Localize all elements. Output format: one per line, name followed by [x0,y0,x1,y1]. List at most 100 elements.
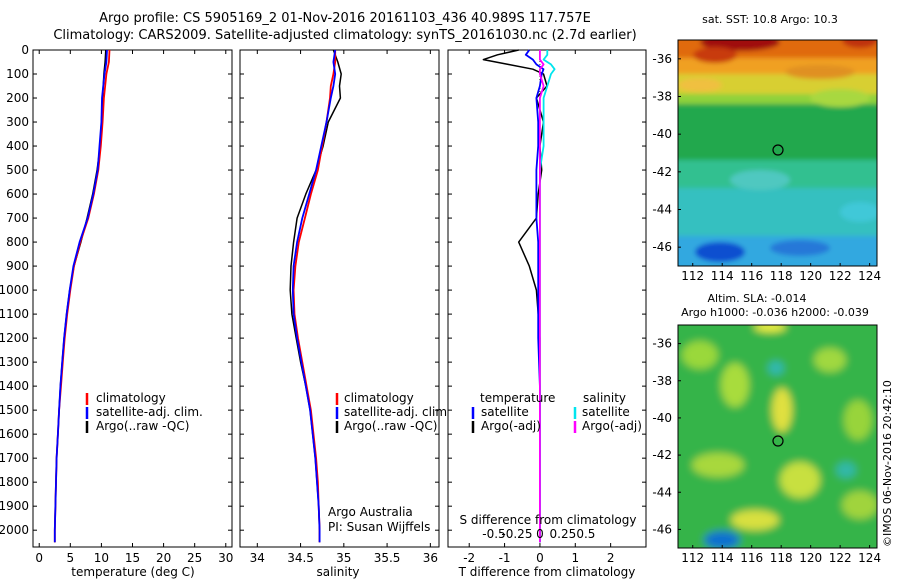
map-y-tick-label: -40 [652,411,672,425]
map-y-tick-label: -38 [652,374,672,388]
y-tick-label: 1100 [0,307,29,321]
map-x-tick-label: 120 [799,269,822,283]
y-tick-label: 1300 [0,355,29,369]
x-tick-label: 5 [66,551,74,565]
map-x-tick-label: 112 [681,551,704,565]
x-tick-label: 20 [156,551,171,565]
x-tick-label: 0 [536,551,544,565]
map-y-tick-label: -44 [652,485,672,499]
map-x-tick-label: 116 [740,269,763,283]
top-tick-label: 0.5 [576,527,595,541]
map-y-tick-label: -46 [652,240,672,254]
sst-argo-marker [772,144,784,156]
header-line-1: Argo profile: CS 5905169_2 01-Nov-2016 2… [99,11,591,26]
x-tick-label: 2 [607,551,615,565]
sla-field [678,325,877,548]
temperature-legend: climatology satellite-adj. clim. Argo(..… [85,391,203,433]
difference-legend: temperature salinity satellite Argo(-adj… [471,391,642,433]
temperature-axes [32,49,233,548]
sla-argo-marker [772,435,784,447]
t-difference-label: T difference from climatology [458,565,636,579]
difference-y-ticks [448,49,646,531]
sst-ticks: 112 114 116 118 120 122 124 -36 -38 -40 -42 -44 -46 [652,52,881,283]
x-tick-label: 34.5 [287,551,314,565]
map-y-tick-label: -40 [652,127,672,141]
y-tick-label: 900 [6,259,29,273]
y-tick-label: 1800 [0,475,29,489]
legend-label-satellite: satellite-adj. clim. [344,405,451,419]
salinity-xlabel: salinity [316,565,359,579]
salinity-panel: 34 34.5 35 35.5 36 climatology satellite-adj… [239,49,451,579]
x-tick-label: -2 [463,551,475,565]
y-tick-label: 300 [6,115,29,129]
legend-label-t-argo: Argo(-adj) [481,419,541,433]
map-x-tick-label: 122 [829,269,852,283]
top-tick-label: 0.25 [550,527,577,541]
x-tick-label: -1 [499,551,511,565]
map-y-tick-label: -42 [652,448,672,462]
map-x-tick-label: 124 [858,551,881,565]
top-tick-label: -0.5 [482,527,505,541]
x-tick-label: 35.5 [374,551,401,565]
y-tick-label: 600 [6,187,29,201]
salinity-x-ticks: 34 34.5 35 35.5 36 [250,50,438,565]
series-line-s-argo-adj- [539,50,545,543]
map-y-tick-label: -36 [652,52,672,66]
header-line-2: Climatology: CARS2009. Satellite-adjuste… [53,28,636,43]
x-tick-label: 30 [218,551,233,565]
legend-label-climatology: climatology [96,391,166,405]
sla-subtitle: Argo h1000: -0.036 h2000: -0.039 [681,306,869,319]
legend-label-t-satellite: satellite [481,405,529,419]
x-tick-label: 0 [35,551,43,565]
legend-label-s-argo: Argo(-adj) [582,419,642,433]
y-tick-label: 1200 [0,331,29,345]
s-difference-label: S difference from climatology [460,513,637,527]
y-tick-label: 1500 [0,403,29,417]
salinity-series [289,49,342,543]
y-tick-label: 1600 [0,427,29,441]
y-tick-label: 0 [21,43,29,57]
difference-x-ticks: -2 -1 0 1 2 [463,50,614,565]
sst-axes [677,39,878,267]
series-line-satellite-adj-clim- [291,49,337,543]
y-tick-label: 400 [6,139,29,153]
y-tick-label: 500 [6,163,29,177]
top-tick-label: -0.25 [501,527,532,541]
map-x-tick-label: 118 [770,269,793,283]
y-tick-label: 100 [6,67,29,81]
map-y-tick-label: -44 [652,203,672,217]
map-x-tick-label: 112 [681,269,704,283]
difference-series [482,49,556,545]
legend-label-climatology: climatology [344,391,414,405]
y-tick-label: 1700 [0,451,29,465]
sla-axes [677,324,878,549]
sst-map-panel: sat. SST: 10.8 Argo: 10.3 [652,13,881,283]
sla-title: Altim. SLA: -0.014 [707,292,806,305]
x-tick-label: 36 [423,551,438,565]
imos-credit: ©IMOS 06-Nov-2016 20:42:10 [881,380,894,547]
pi-note: PI: Susan Wijffels [328,520,430,534]
difference-axes [447,49,647,548]
y-tick-label: 1400 [0,379,29,393]
legend-title-salinity: salinity [583,391,626,405]
map-x-tick-label: 122 [829,551,852,565]
y-tick-label: 2000 [0,523,29,537]
map-y-tick-label: -38 [652,90,672,104]
sst-field [678,40,877,266]
top-tick-label: 0 [536,527,544,541]
y-tick-label: 1900 [0,499,29,513]
map-x-tick-label: 124 [858,269,881,283]
x-tick-label: 15 [125,551,140,565]
y-tick-label: 200 [6,91,29,105]
salinity-y-ticks [240,49,439,531]
y-tick-label: 1000 [0,283,29,297]
temperature-x-ticks: 0 5 10 15 20 25 30 [35,50,233,565]
sla-map-panel: Altim. SLA: -0.014 Argo h1000: -0.036 h2… [652,292,881,565]
map-x-tick-label: 120 [799,551,822,565]
argo-australia-note: Argo Australia [328,505,413,519]
temperature-panel: 0100200300400500600700800900100011001200… [0,43,233,579]
salinity-legend: climatology satellite-adj. clim. Argo(..… [335,391,451,433]
map-x-tick-label: 114 [711,269,734,283]
series-line-satellite-adj-clim- [53,49,108,543]
